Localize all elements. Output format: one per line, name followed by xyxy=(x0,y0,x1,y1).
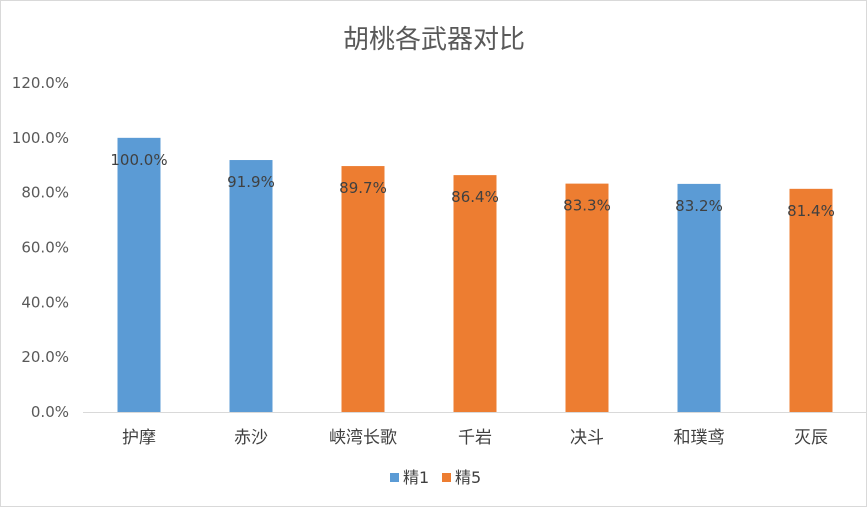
x-tick-label: 和璞鸢 xyxy=(674,428,725,448)
data-label: 83.2% xyxy=(675,197,723,215)
y-axis: 0.0% 20.0% 40.0% 60.0% 80.0% 100.0% 120.0% xyxy=(12,74,69,421)
y-tick-label: 120.0% xyxy=(12,74,69,92)
y-tick-label: 60.0% xyxy=(21,239,69,257)
x-tick-label: 赤沙 xyxy=(234,428,268,448)
data-label: 86.4% xyxy=(451,188,499,206)
y-tick-label: 100.0% xyxy=(12,129,69,147)
y-tick-label: 0.0% xyxy=(31,403,69,421)
data-label: 91.9% xyxy=(227,173,275,191)
x-tick-label: 决斗 xyxy=(570,428,604,448)
x-tick-label: 护摩 xyxy=(122,428,156,448)
legend-swatch xyxy=(390,473,399,482)
bar xyxy=(677,183,721,412)
legend-label: 精5 xyxy=(455,468,481,487)
y-tick-label: 80.0% xyxy=(21,184,69,202)
data-label: 83.3% xyxy=(563,197,611,215)
legend: 精1 精5 xyxy=(390,468,481,487)
x-tick-label: 千岩 xyxy=(458,428,492,448)
y-tick-label: 40.0% xyxy=(21,293,69,311)
bar xyxy=(789,188,833,412)
bar xyxy=(341,166,385,412)
y-tick-label: 20.0% xyxy=(21,348,69,366)
x-tick-label: 灭辰 xyxy=(794,428,828,448)
bars: 100.0% 91.9% 89.7% 86.4% 83.3% 83.2% 81.4% xyxy=(110,137,835,413)
x-tick-label: 峡湾长歌 xyxy=(329,428,397,448)
data-label: 100.0% xyxy=(110,151,167,169)
legend-swatch xyxy=(442,473,451,482)
chart-title: 胡桃各武器对比 xyxy=(343,25,525,55)
bar xyxy=(565,183,609,412)
bar xyxy=(229,160,273,412)
bar xyxy=(453,175,497,412)
data-label: 81.4% xyxy=(787,202,835,220)
x-axis: 护摩 赤沙 峡湾长歌 千岩 决斗 和璞鸢 灭辰 xyxy=(83,412,866,448)
data-label: 89.7% xyxy=(339,179,387,197)
bar xyxy=(117,137,161,413)
legend-label: 精1 xyxy=(403,468,429,487)
